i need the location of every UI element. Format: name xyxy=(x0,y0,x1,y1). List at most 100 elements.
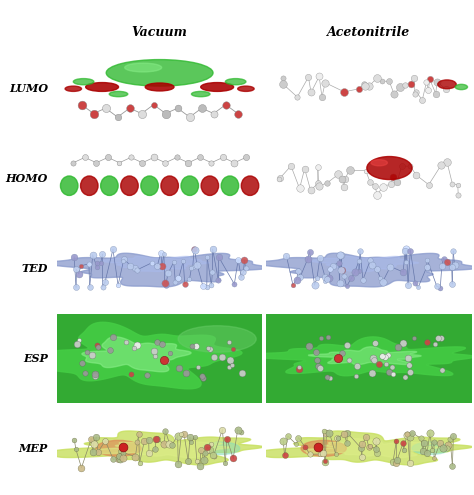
Point xyxy=(77,262,84,270)
Point xyxy=(385,368,393,376)
Point xyxy=(275,175,283,183)
Point xyxy=(314,362,322,370)
Point xyxy=(144,371,151,379)
Point xyxy=(242,153,250,161)
Point xyxy=(114,281,122,289)
Point xyxy=(160,250,168,258)
Point xyxy=(294,267,302,275)
Point xyxy=(219,153,227,161)
Point xyxy=(305,73,312,81)
Point xyxy=(425,181,433,189)
Ellipse shape xyxy=(412,442,449,454)
Point xyxy=(396,83,404,91)
Point xyxy=(207,446,214,453)
Point xyxy=(78,464,85,472)
Point xyxy=(238,369,246,377)
Point xyxy=(221,459,229,467)
Point xyxy=(71,436,78,444)
Point xyxy=(117,447,124,455)
Ellipse shape xyxy=(121,176,138,196)
Point xyxy=(375,360,383,368)
Point xyxy=(194,363,202,371)
Point xyxy=(83,348,91,356)
Point xyxy=(106,346,114,354)
Point xyxy=(390,173,397,181)
Point xyxy=(276,174,284,182)
Text: Vacuum: Vacuum xyxy=(132,26,188,39)
Point xyxy=(340,430,348,438)
Point xyxy=(132,453,139,461)
Point xyxy=(314,356,321,364)
Point xyxy=(379,183,386,191)
Point xyxy=(423,449,431,457)
Point xyxy=(93,263,100,271)
Point xyxy=(405,361,413,369)
Ellipse shape xyxy=(181,176,199,196)
Point xyxy=(430,438,438,446)
Point xyxy=(325,275,333,283)
Point xyxy=(400,446,407,454)
Point xyxy=(164,269,172,277)
Point xyxy=(160,440,168,448)
Point xyxy=(279,80,287,88)
Point xyxy=(229,346,237,353)
Point xyxy=(430,454,438,462)
Point xyxy=(109,455,117,463)
Point xyxy=(390,90,398,98)
Point xyxy=(433,283,441,291)
Point xyxy=(343,439,351,447)
Point xyxy=(92,433,100,441)
Point xyxy=(198,372,206,380)
Point xyxy=(198,104,205,112)
Point xyxy=(450,432,457,440)
Point xyxy=(240,268,247,276)
Ellipse shape xyxy=(61,176,78,196)
Point xyxy=(90,109,97,117)
Point xyxy=(73,340,81,348)
Point xyxy=(335,259,343,267)
Point xyxy=(229,454,237,462)
Ellipse shape xyxy=(221,176,239,196)
Point xyxy=(170,258,178,266)
Point xyxy=(437,284,444,292)
Point xyxy=(201,449,209,457)
Point xyxy=(419,96,426,104)
Point xyxy=(440,254,447,262)
Point xyxy=(295,434,302,442)
Point xyxy=(93,341,101,348)
Point xyxy=(152,445,159,453)
Point xyxy=(172,278,179,286)
Point xyxy=(423,255,431,263)
Point xyxy=(138,159,146,167)
Point xyxy=(362,82,369,90)
Point xyxy=(337,251,345,259)
Point xyxy=(150,100,157,108)
Point xyxy=(412,88,420,96)
Point xyxy=(316,450,324,458)
Point xyxy=(135,431,142,439)
Point xyxy=(89,251,97,259)
Point xyxy=(324,179,331,187)
Text: HOMO: HOMO xyxy=(6,173,48,184)
Point xyxy=(341,175,348,183)
Ellipse shape xyxy=(96,441,141,456)
Point xyxy=(153,338,160,346)
Point xyxy=(373,265,381,273)
Point xyxy=(444,258,451,266)
Point xyxy=(435,334,442,342)
Point xyxy=(414,284,422,292)
Point xyxy=(355,257,363,265)
Point xyxy=(324,333,331,341)
Point xyxy=(191,246,198,253)
Point xyxy=(241,256,248,264)
Point xyxy=(426,429,434,437)
Point xyxy=(181,280,189,288)
Point xyxy=(189,263,197,271)
Point xyxy=(401,373,409,381)
Point xyxy=(423,78,430,86)
Point xyxy=(355,267,363,275)
Point xyxy=(287,162,295,170)
Point xyxy=(297,273,304,281)
Polygon shape xyxy=(255,253,474,287)
Point xyxy=(174,460,182,468)
